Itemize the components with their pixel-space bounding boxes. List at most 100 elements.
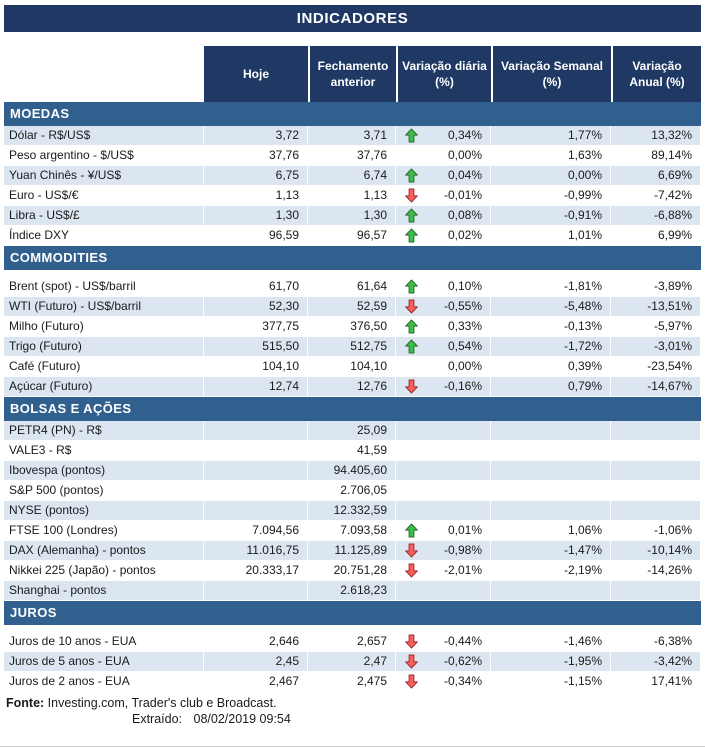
header-empty-cell	[4, 46, 204, 102]
cell-variacao-anual: -6,38%	[611, 632, 701, 652]
cell-variacao-semanal: -0,99%	[491, 186, 611, 206]
table-row: Índice DXY 96,59 96,57 0,02% 1,01% 6,99%	[4, 226, 701, 246]
extraction-timestamp: 08/02/2019 09:54	[193, 712, 291, 726]
row-label: Juros de 5 anos - EUA	[4, 652, 204, 672]
up-arrow-icon	[405, 319, 418, 334]
cell-variacao-anual: -3,01%	[611, 337, 701, 357]
source-line: Fonte: Investing.com, Trader's club e Br…	[4, 696, 701, 710]
cell-variacao-diaria: 0,54%	[396, 337, 491, 357]
row-label: WTI (Futuro) - US$/barril	[4, 297, 204, 317]
variacao-diaria-value: -0,98%	[443, 543, 482, 557]
table-row: Shanghai - pontos 2.618,23	[4, 581, 701, 601]
cell-variacao-diaria: 0,00%	[396, 357, 491, 377]
cell-fechamento-anterior: 94.405,60	[308, 461, 396, 481]
table-header: Hoje Fechamento anterior Variação diária…	[4, 46, 701, 102]
up-arrow-icon	[405, 168, 418, 183]
table-row: Juros de 5 anos - EUA 2,45 2,47 -0,62% -1,95…	[4, 652, 701, 672]
cell-fechamento-anterior: 2.618,23	[308, 581, 396, 601]
cell-variacao-diaria	[396, 581, 491, 601]
cell-variacao-anual	[611, 501, 701, 521]
up-arrow-icon	[405, 128, 418, 143]
source-text: Investing.com, Trader's club e Broadcast…	[47, 696, 277, 710]
variacao-diaria-value: 0,08%	[447, 208, 482, 222]
cell-variacao-semanal: -2,19%	[491, 561, 611, 581]
cell-fechamento-anterior: 37,76	[308, 146, 396, 166]
cell-fechamento-anterior: 512,75	[308, 337, 396, 357]
cell-variacao-diaria: 0,01%	[396, 521, 491, 541]
table-row: Juros de 2 anos - EUA 2,467 2,475 -0,34% -1,…	[4, 672, 701, 692]
extraction-label: Extraído:	[132, 712, 183, 726]
row-label: PETR4 (PN) - R$	[4, 421, 204, 441]
cell-variacao-diaria: -0,16%	[396, 377, 491, 397]
table-row: VALE3 - R$ 41,59	[4, 441, 701, 461]
variacao-diaria-value: 0,10%	[447, 279, 482, 293]
cell-fechamento-anterior: 3,71	[308, 126, 396, 146]
row-label: Índice DXY	[4, 226, 204, 246]
cell-variacao-anual: -6,88%	[611, 206, 701, 226]
row-spacer	[4, 625, 701, 632]
variacao-diaria-value: -0,16%	[443, 379, 482, 393]
cell-variacao-anual: -7,42%	[611, 186, 701, 206]
up-arrow-icon	[405, 208, 418, 223]
cell-variacao-semanal: -1,81%	[491, 277, 611, 297]
cell-fechamento-anterior: 1,13	[308, 186, 396, 206]
column-header-variacao-diaria: Variação diária (%)	[396, 46, 491, 102]
row-label: DAX (Alemanha) - pontos	[4, 541, 204, 561]
cell-variacao-diaria: 0,02%	[396, 226, 491, 246]
section-header-bolsas-e-acoes: BOLSAS E AÇÕES	[4, 397, 701, 421]
cell-variacao-diaria: 0,33%	[396, 317, 491, 337]
cell-fechamento-anterior: 104,10	[308, 357, 396, 377]
table-row: Milho (Futuro) 377,75 376,50 0,33% -0,13% -5,…	[4, 317, 701, 337]
cell-variacao-anual	[611, 421, 701, 441]
cell-variacao-semanal: -1,47%	[491, 541, 611, 561]
cell-variacao-diaria: 0,10%	[396, 277, 491, 297]
cell-variacao-anual: 13,32%	[611, 126, 701, 146]
cell-variacao-anual: 6,69%	[611, 166, 701, 186]
cell-variacao-diaria: 0,08%	[396, 206, 491, 226]
cell-variacao-anual	[611, 481, 701, 501]
cell-variacao-semanal: -0,91%	[491, 206, 611, 226]
cell-variacao-semanal	[491, 441, 611, 461]
table-row: FTSE 100 (Londres) 7.094,56 7.093,58 0,01% 1…	[4, 521, 701, 541]
page-title: INDICADORES	[4, 5, 701, 32]
cell-fechamento-anterior: 96,57	[308, 226, 396, 246]
cell-hoje: 11.016,75	[204, 541, 308, 561]
extraction-line: Extraído: 08/02/2019 09:54	[4, 712, 701, 726]
table-row: Juros de 10 anos - EUA 2,646 2,657 -0,44% -1…	[4, 632, 701, 652]
cell-hoje: 7.094,56	[204, 521, 308, 541]
cell-variacao-diaria: -0,55%	[396, 297, 491, 317]
cell-variacao-diaria: -0,98%	[396, 541, 491, 561]
cell-hoje: 52,30	[204, 297, 308, 317]
cell-variacao-anual: 6,99%	[611, 226, 701, 246]
cell-variacao-diaria: -0,01%	[396, 186, 491, 206]
cell-variacao-semanal: -1,46%	[491, 632, 611, 652]
cell-variacao-anual: -3,89%	[611, 277, 701, 297]
up-arrow-icon	[405, 523, 418, 538]
cell-variacao-anual: -14,26%	[611, 561, 701, 581]
row-label: Juros de 2 anos - EUA	[4, 672, 204, 692]
cell-fechamento-anterior: 7.093,58	[308, 521, 396, 541]
cell-variacao-anual: -23,54%	[611, 357, 701, 377]
cell-fechamento-anterior: 2.706,05	[308, 481, 396, 501]
column-header-hoje: Hoje	[204, 46, 308, 102]
cell-hoje: 6,75	[204, 166, 308, 186]
cell-fechamento-anterior: 2,475	[308, 672, 396, 692]
cell-fechamento-anterior: 2,47	[308, 652, 396, 672]
table-row: Peso argentino - $/US$ 37,76 37,76 0,00% 1,6…	[4, 146, 701, 166]
cell-variacao-diaria	[396, 441, 491, 461]
down-arrow-icon	[405, 674, 418, 689]
cell-variacao-diaria	[396, 501, 491, 521]
cell-hoje: 2,467	[204, 672, 308, 692]
cell-hoje: 1,30	[204, 206, 308, 226]
table-row: NYSE (pontos) 12.332,59	[4, 501, 701, 521]
row-label: Açúcar (Futuro)	[4, 377, 204, 397]
cell-fechamento-anterior: 12.332,59	[308, 501, 396, 521]
cell-variacao-diaria: 0,34%	[396, 126, 491, 146]
variacao-diaria-value: 0,34%	[447, 128, 482, 142]
cell-variacao-diaria: -0,44%	[396, 632, 491, 652]
cell-fechamento-anterior: 61,64	[308, 277, 396, 297]
down-arrow-icon	[405, 654, 418, 669]
cell-hoje	[204, 441, 308, 461]
down-arrow-icon	[405, 634, 418, 649]
